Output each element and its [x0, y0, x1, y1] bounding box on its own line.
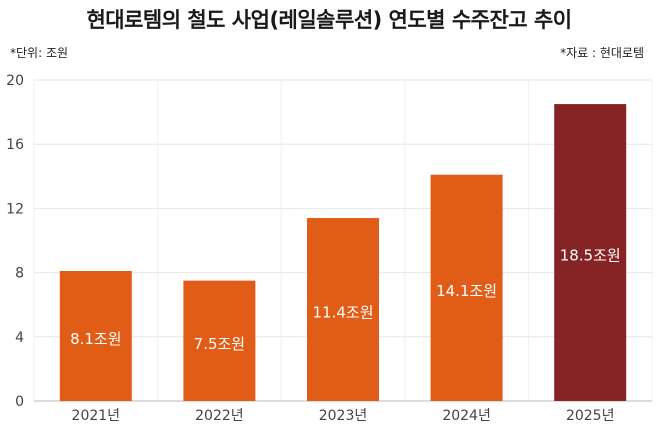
data-label: 18.5조원: [560, 247, 621, 265]
y-tick-label: 0: [15, 394, 24, 410]
bar: [430, 174, 503, 401]
x-tick-label: 2025년: [566, 408, 615, 424]
bar: [307, 218, 379, 401]
x-tick-label: 2024년: [442, 408, 491, 424]
unit-note: *단위: 조원: [10, 46, 69, 60]
y-tick-label: 12: [6, 201, 24, 217]
y-tick-label: 16: [6, 137, 24, 153]
bar: [183, 280, 256, 401]
data-label: 14.1조원: [436, 282, 497, 300]
x-tick-label: 2022년: [195, 408, 244, 424]
source-note: *자료 : 현대로템: [560, 46, 644, 60]
y-tick-label: 20: [6, 73, 24, 89]
bar: [59, 270, 132, 401]
data-label: 11.4조원: [313, 304, 374, 322]
x-tick-label: 2021년: [72, 408, 121, 424]
data-label: 8.1조원: [70, 330, 121, 348]
chart-title: 현대로템의 철도 사업(레일솔루션) 연도별 수주잔고 추이: [86, 8, 572, 32]
x-tick-label: 2023년: [319, 408, 368, 424]
bar: [554, 104, 627, 401]
data-label: 7.5조원: [194, 335, 245, 353]
y-tick-label: 8: [15, 266, 24, 282]
y-tick-label: 4: [15, 330, 24, 346]
